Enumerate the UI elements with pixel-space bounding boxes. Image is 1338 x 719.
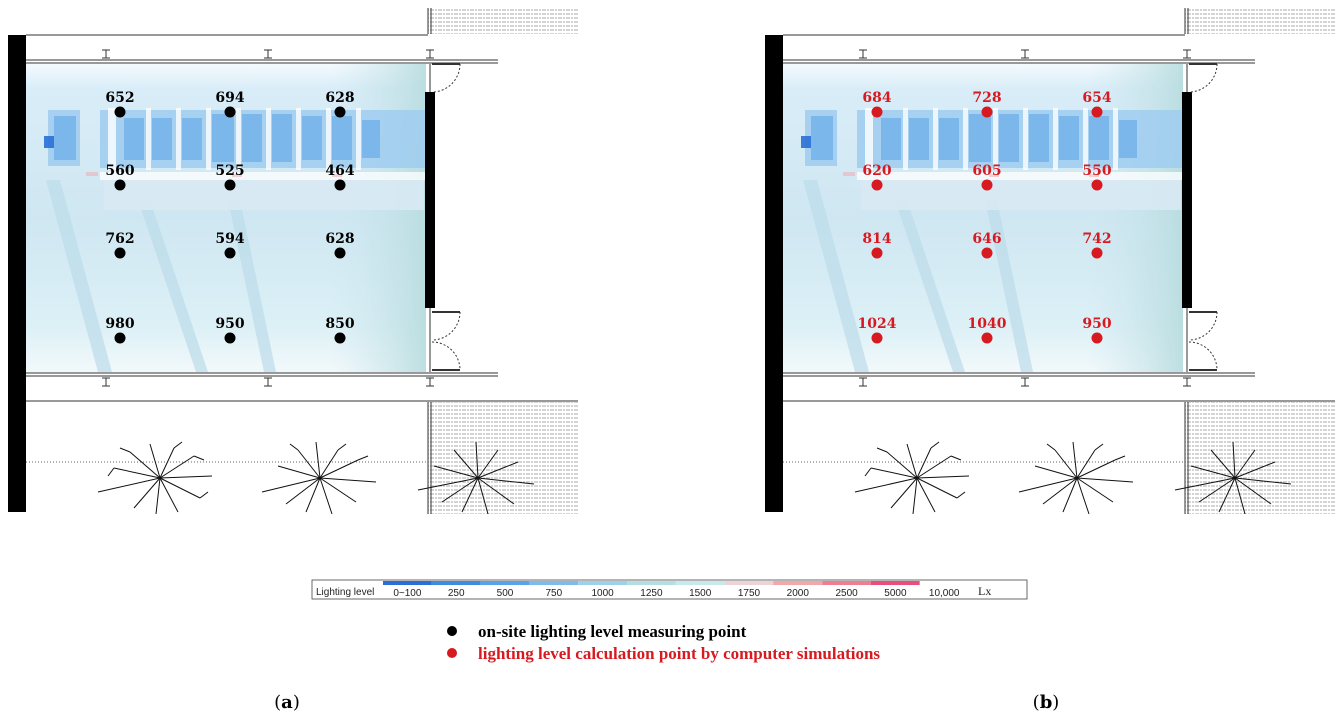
point-marker [1091, 106, 1103, 118]
panel-b-floor-plan: 684 728 654 620 605 550 814 646 742 1024 1040 950 [764, 7, 1336, 515]
point-value-label: 560 [105, 163, 134, 179]
legend-level-label: 10,000 [929, 588, 960, 599]
legend-level-label: 2000 [787, 588, 810, 599]
panel-b-calculation-points: 684 728 654 620 605 550 814 646 742 1024 1040 950 [858, 90, 1112, 344]
legend-swatch [675, 581, 725, 585]
point-marker [871, 106, 883, 118]
point-value-label: 728 [972, 90, 1001, 106]
point-marker [871, 179, 883, 191]
point-marker [334, 247, 346, 259]
legend-swatch [529, 581, 579, 585]
point-marker [981, 332, 993, 344]
legend-level-label: 5000 [884, 588, 907, 599]
point-value-label: 980 [105, 316, 134, 332]
panel-b-caption: (b) [1033, 692, 1060, 713]
panel-a-caption: (a) [274, 692, 300, 713]
simulated-point-symbol [447, 648, 457, 658]
point-marker [334, 179, 346, 191]
point-marker [114, 179, 126, 191]
panel-a-measuring-points: 652 694 628 560 525 464 762 594 628 980 950 850 [105, 90, 355, 344]
point-marker [114, 247, 126, 259]
legend-level-label: 750 [545, 588, 562, 599]
legend-level-label: 250 [448, 588, 465, 599]
legend-unit: Lx [978, 584, 991, 598]
point-value-label: 814 [862, 231, 891, 247]
legend-swatch [431, 581, 481, 585]
point-marker [334, 106, 346, 118]
legend-swatch [822, 581, 871, 585]
legend-swatch [480, 581, 530, 585]
point-value-label: 1024 [858, 316, 897, 332]
legend-title: Lighting level [316, 587, 374, 598]
legend-level-label: 1500 [689, 588, 712, 599]
point-value-label: 620 [862, 163, 891, 179]
point-value-label: 628 [325, 231, 354, 247]
legend-level-label: 0~100 [393, 588, 422, 599]
point-value-label: 652 [105, 90, 134, 106]
legend-swatch [919, 581, 969, 585]
point-marker [114, 106, 126, 118]
point-value-label: 550 [1082, 163, 1111, 179]
point-value-label: 525 [215, 163, 244, 179]
point-value-label: 628 [325, 90, 354, 106]
point-marker [334, 332, 346, 344]
point-value-label: 1040 [968, 316, 1007, 332]
point-marker [114, 332, 126, 344]
point-value-label: 464 [325, 163, 354, 179]
point-value-label: 605 [972, 163, 1001, 179]
point-marker [1091, 247, 1103, 259]
point-value-label: 950 [1082, 316, 1111, 332]
point-value-label: 762 [105, 231, 134, 247]
measured-point-label: on-site lighting level measuring point [478, 622, 747, 641]
point-marker [981, 106, 993, 118]
point-marker [871, 247, 883, 259]
point-marker [224, 332, 236, 344]
lighting-level-legend: Lighting level 0~100 250 500 750 1000 1250 150… [311, 579, 1028, 600]
point-marker [981, 247, 993, 259]
panel-a-floor-plan: 652 694 628 560 525 464 762 594 628 980 950 850 [7, 7, 579, 515]
point-marker [224, 106, 236, 118]
point-marker [871, 332, 883, 344]
legend-swatch [724, 581, 774, 585]
legend-swatch [627, 581, 676, 585]
point-marker [981, 179, 993, 191]
point-value-label: 950 [215, 316, 244, 332]
legend-swatch [871, 581, 920, 585]
point-key: on-site lighting level measuring point l… [447, 622, 880, 663]
point-value-label: 684 [862, 90, 891, 106]
legend-level-label: 1250 [640, 588, 663, 599]
legend-swatch [578, 581, 627, 585]
legend-level-label: 2500 [835, 588, 858, 599]
legend-swatch [383, 581, 432, 585]
point-value-label: 694 [215, 90, 244, 106]
point-value-label: 850 [325, 316, 354, 332]
simulated-point-label: lighting level calculation point by comp… [478, 644, 880, 663]
point-value-label: 742 [1082, 231, 1111, 247]
point-marker [1091, 179, 1103, 191]
legend-level-label: 1000 [591, 588, 614, 599]
point-marker [224, 247, 236, 259]
legend-swatch [773, 581, 823, 585]
legend-level-label: 500 [497, 588, 514, 599]
point-value-label: 646 [972, 231, 1001, 247]
point-marker [224, 179, 236, 191]
point-value-label: 654 [1082, 90, 1111, 106]
point-value-label: 594 [215, 231, 244, 247]
legend-level-label: 1750 [738, 588, 761, 599]
measured-point-symbol [447, 626, 457, 636]
point-marker [1091, 332, 1103, 344]
